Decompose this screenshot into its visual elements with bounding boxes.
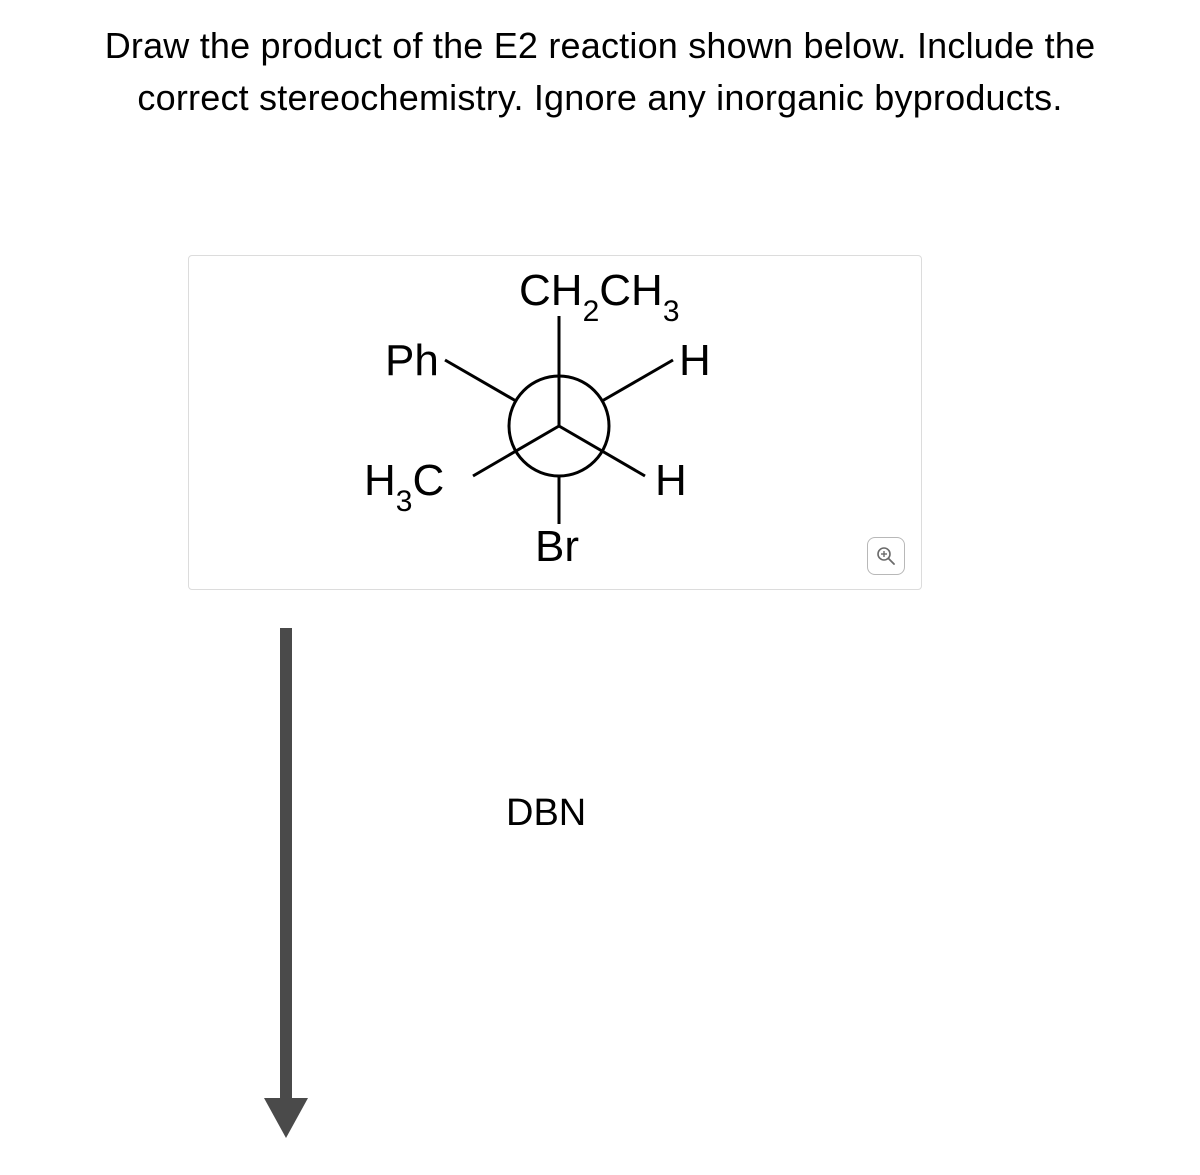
zoom-in-icon xyxy=(876,546,896,566)
reaction-arrow xyxy=(256,628,316,1138)
label-back-bottom: Br xyxy=(535,522,579,572)
label-front-left: H3C xyxy=(364,456,444,513)
page-root: Draw the product of the E2 reaction show… xyxy=(0,0,1200,1175)
label-back-upper-left: Ph xyxy=(385,336,439,386)
question-prompt: Draw the product of the E2 reaction show… xyxy=(30,20,1170,124)
structure-panel: CH2CH3 Ph H H3C H Br xyxy=(188,255,922,590)
reagent-label: DBN xyxy=(506,792,586,835)
prompt-line-1: Draw the product of the E2 reaction show… xyxy=(105,25,1096,66)
zoom-button[interactable] xyxy=(867,537,905,575)
label-front-right: H xyxy=(655,456,687,506)
label-front-top: CH2CH3 xyxy=(519,266,680,323)
prompt-line-2: correct stereochemistry. Ignore any inor… xyxy=(137,77,1062,118)
label-back-upper-right: H xyxy=(679,336,711,386)
